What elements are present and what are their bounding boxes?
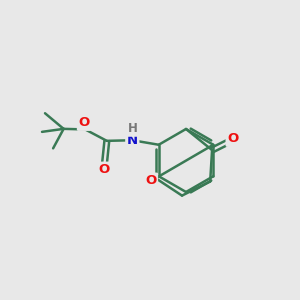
Text: N: N — [127, 134, 138, 147]
Text: O: O — [78, 116, 90, 129]
Text: H: H — [128, 122, 138, 135]
Text: O: O — [145, 174, 157, 187]
Text: O: O — [99, 163, 110, 176]
Text: O: O — [227, 132, 238, 145]
